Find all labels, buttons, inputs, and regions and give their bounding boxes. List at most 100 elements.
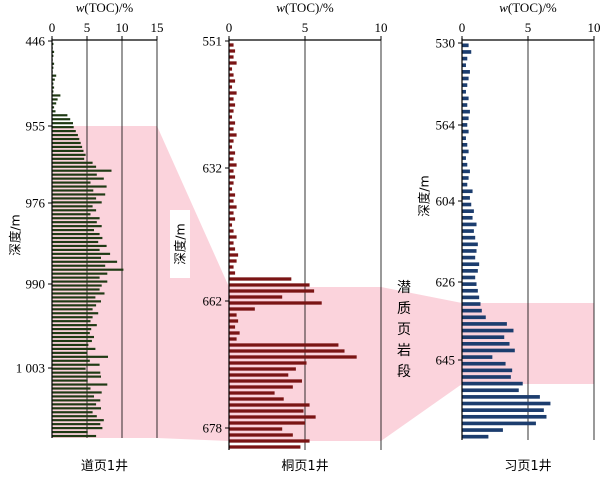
toc-bar	[462, 77, 469, 81]
toc-bar	[229, 61, 237, 64]
toc-bar	[52, 221, 97, 223]
zone-label-char: 岩	[397, 343, 411, 359]
toc-bar	[52, 174, 97, 176]
toc-bar	[462, 282, 477, 286]
x-axis-title: w(TOC)/%	[276, 0, 334, 15]
toc-bar	[462, 309, 482, 313]
toc-bar	[52, 296, 95, 298]
toc-bar	[229, 319, 238, 322]
y-axis-title: 深度/m	[8, 214, 23, 255]
toc-bar	[52, 304, 96, 306]
toc-bar	[462, 83, 467, 87]
toc-bar	[229, 409, 303, 412]
x-tick-label: 10	[588, 20, 600, 35]
toc-bar	[462, 395, 540, 399]
toc-bar	[52, 332, 90, 334]
toc-bar	[52, 154, 86, 156]
well-name: 习页1井	[504, 459, 551, 474]
toc-bar	[229, 235, 237, 238]
toc-bar	[229, 289, 314, 292]
toc-bar	[462, 422, 536, 426]
toc-bar	[52, 253, 110, 255]
x-axis-title-symbol: w	[76, 0, 85, 15]
zone-label-char: 质	[397, 301, 411, 317]
toc-bar	[52, 352, 87, 354]
x-tick-label: 5	[525, 20, 532, 35]
toc-bar	[229, 373, 288, 376]
toc-bar	[52, 395, 94, 397]
toc-bar	[462, 103, 467, 107]
toc-bar	[52, 435, 96, 437]
y-tick-label: 976	[26, 196, 46, 211]
toc-bar	[229, 97, 234, 100]
toc-bar	[229, 385, 293, 388]
toc-bar	[229, 391, 275, 394]
toc-bar	[52, 94, 60, 96]
toc-bar	[462, 216, 473, 220]
toc-bar	[52, 320, 91, 322]
toc-bar	[229, 397, 284, 400]
toc-bar	[462, 97, 469, 101]
toc-bar	[52, 225, 102, 227]
toc-bar	[52, 181, 91, 183]
toc-bar	[52, 233, 100, 235]
toc-bar	[52, 158, 84, 160]
toc-bar	[229, 445, 300, 448]
toc-bar	[462, 256, 475, 260]
toc-bar	[229, 181, 234, 184]
toc-bar	[462, 242, 478, 246]
toc-bar	[52, 269, 123, 271]
toc-bar	[229, 175, 235, 178]
toc-bar	[462, 170, 470, 174]
x-axis-title: w(TOC)/%	[499, 0, 557, 15]
toc-bar	[52, 273, 107, 275]
toc-bar	[229, 403, 310, 406]
y-tick-label: 551	[203, 34, 223, 49]
toc-bar	[52, 431, 88, 433]
toc-bar	[229, 163, 237, 166]
zone-label-char: 段	[397, 364, 411, 380]
toc-bar	[462, 375, 511, 379]
toc-bar	[52, 122, 73, 124]
toc-bar	[52, 166, 96, 168]
x-axis-title-text: (TOC)/%	[84, 0, 133, 15]
toc-bar	[52, 328, 91, 330]
toc-bar	[52, 126, 74, 128]
toc-bar	[229, 313, 237, 316]
toc-bar	[462, 110, 470, 114]
toc-bar	[229, 295, 282, 298]
toc-bar	[462, 269, 478, 273]
toc-bar	[52, 142, 81, 144]
toc-bar	[229, 127, 234, 130]
toc-bar	[229, 421, 305, 424]
toc-bar	[462, 349, 515, 353]
toc-bar	[462, 43, 469, 47]
toc-bar	[52, 213, 91, 215]
toc-bar	[462, 408, 544, 412]
toc-bar	[52, 340, 92, 342]
toc-bar	[52, 376, 101, 378]
toc-bar	[52, 185, 107, 187]
y-axis-title: 深度/m	[417, 175, 432, 216]
toc-bar	[229, 367, 296, 370]
toc-bar	[52, 387, 91, 389]
toc-bar	[229, 247, 235, 250]
toc-bar	[462, 130, 469, 134]
toc-bar	[229, 199, 234, 202]
toc-bar	[52, 324, 97, 326]
zone-label-char: 潜	[397, 280, 411, 296]
well-panel-3: 0 5 10 w(TOC)/% 530 564 604 626 645 深度/m 习页1井	[417, 0, 600, 474]
toc-bar	[52, 75, 56, 77]
toc-bar	[52, 98, 58, 100]
toc-bar	[52, 201, 102, 203]
toc-bar	[52, 427, 102, 429]
toc-bar	[462, 70, 470, 74]
y-tick-label: 564	[436, 118, 456, 133]
toc-bar	[52, 300, 101, 302]
toc-bar	[229, 49, 235, 52]
toc-bar	[462, 315, 486, 319]
toc-bar	[229, 259, 237, 262]
toc-bar	[462, 355, 492, 359]
toc-bar	[229, 55, 234, 58]
toc-bar	[52, 217, 100, 219]
